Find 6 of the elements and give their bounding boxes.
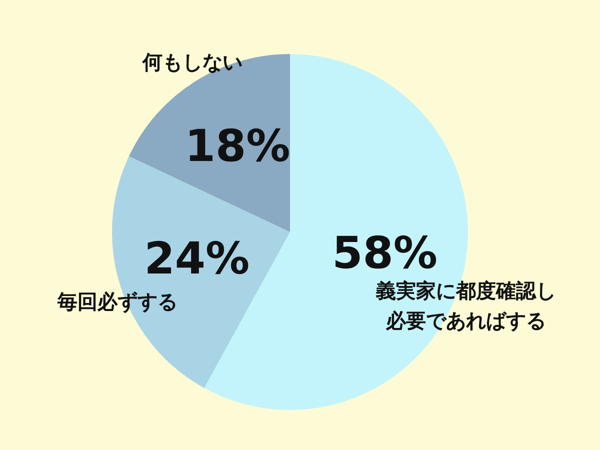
data-label: 18% [184,120,290,172]
data-label: 58% [332,228,438,279]
slice-label: 義実家に都度確認し必要であればする [374,278,556,332]
slice-label: 何もしない [142,50,243,74]
slice-label: 毎回必ずする [56,289,178,314]
data-label: 24% [144,234,250,285]
